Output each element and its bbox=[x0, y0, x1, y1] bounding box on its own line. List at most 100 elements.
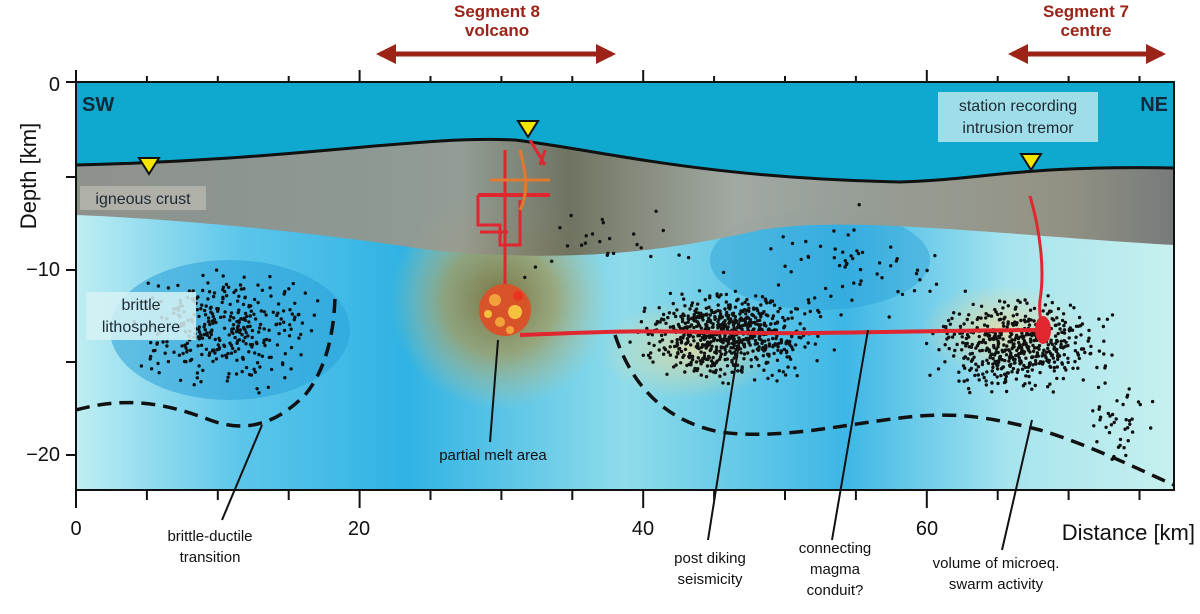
earthquake-dot bbox=[1043, 303, 1048, 307]
earthquake-dot bbox=[250, 328, 255, 333]
earthquake-dot bbox=[1110, 313, 1115, 317]
earthquake-dot bbox=[808, 309, 812, 314]
earthquake-dot bbox=[998, 354, 1003, 359]
earthquake-dot bbox=[984, 379, 988, 383]
earthquake-dot bbox=[1062, 353, 1067, 357]
earthquake-dot bbox=[736, 297, 740, 301]
earthquake-dot bbox=[1022, 341, 1026, 345]
earthquake-dot bbox=[1011, 366, 1016, 371]
earthquake-dot bbox=[727, 341, 731, 346]
earthquake-dot bbox=[784, 342, 788, 346]
earthquake-dot bbox=[672, 311, 676, 316]
earthquake-dot bbox=[856, 251, 861, 256]
earthquake-dot bbox=[1008, 335, 1012, 339]
earthquake-dot bbox=[968, 390, 972, 395]
earthquake-dot bbox=[896, 289, 900, 294]
earthquake-dot bbox=[1014, 336, 1018, 340]
earthquake-dot bbox=[156, 284, 161, 288]
earthquake-dot bbox=[1058, 327, 1062, 331]
earthquake-dot bbox=[945, 337, 949, 341]
earthquake-dot bbox=[1124, 453, 1128, 458]
earthquake-dot bbox=[692, 369, 696, 373]
earthquake-dot bbox=[996, 312, 1000, 317]
earthquake-dot bbox=[201, 273, 205, 278]
earthquake-dot bbox=[1105, 317, 1110, 321]
earthquake-dot bbox=[679, 341, 684, 345]
earthquake-dot bbox=[755, 357, 759, 361]
earthquake-dot bbox=[235, 299, 240, 303]
earthquake-dot bbox=[237, 294, 241, 298]
earthquake-dot bbox=[651, 360, 655, 364]
earthquake-dot bbox=[210, 319, 214, 323]
earthquake-dot bbox=[832, 229, 836, 233]
earthquake-dot bbox=[1063, 320, 1068, 325]
earthquake-dot bbox=[201, 368, 205, 373]
earthquake-dot bbox=[980, 362, 985, 367]
earthquake-dot bbox=[1127, 419, 1132, 423]
earthquake-dot bbox=[806, 255, 811, 259]
earthquake-dot bbox=[214, 357, 219, 361]
earthquake-dot bbox=[996, 345, 1000, 349]
earthquake-dot bbox=[993, 307, 997, 312]
earthquake-dot bbox=[1064, 340, 1068, 344]
earthquake-dot bbox=[970, 357, 975, 362]
earthquake-dot bbox=[741, 323, 745, 328]
earthquake-dot bbox=[1089, 351, 1093, 356]
earthquake-dot bbox=[658, 340, 662, 344]
earthquake-dot bbox=[252, 312, 256, 316]
earthquake-dot bbox=[1045, 359, 1049, 363]
earthquake-dot bbox=[1017, 340, 1021, 345]
earthquake-dot bbox=[1001, 321, 1005, 325]
earthquake-dot bbox=[682, 333, 686, 337]
earthquake-dot bbox=[985, 346, 989, 350]
earthquake-dot bbox=[262, 310, 267, 314]
earthquake-dot bbox=[790, 335, 794, 339]
earthquake-dot bbox=[767, 354, 771, 358]
earthquake-dot bbox=[695, 315, 700, 319]
earthquake-dot bbox=[952, 311, 956, 315]
earthquake-dot bbox=[1051, 390, 1056, 394]
earthquake-dot bbox=[843, 259, 847, 263]
earthquake-dot bbox=[1017, 335, 1021, 339]
earthquake-dot bbox=[991, 356, 995, 361]
earthquake-dot bbox=[675, 308, 679, 312]
earthquake-dot bbox=[706, 357, 710, 362]
earthquake-dot bbox=[1095, 440, 1099, 444]
earthquake-dot bbox=[1086, 339, 1090, 343]
partial-melt-label: partial melt area bbox=[439, 447, 547, 464]
brittle-label-line1: brittle bbox=[121, 297, 160, 314]
earthquake-dot bbox=[723, 372, 727, 376]
arrow-left-icon bbox=[376, 44, 396, 64]
earthquake-dot bbox=[685, 337, 690, 341]
earthquake-dot bbox=[1015, 348, 1019, 353]
earthquake-dot bbox=[733, 315, 737, 319]
earthquake-dot bbox=[875, 272, 879, 276]
earthquake-dot bbox=[754, 316, 758, 320]
earthquake-dot bbox=[747, 309, 751, 313]
earthquake-dot bbox=[584, 234, 588, 238]
earthquake-dot bbox=[936, 367, 941, 371]
earthquake-dot bbox=[247, 350, 251, 354]
earthquake-dot bbox=[979, 304, 984, 308]
earthquake-dot bbox=[289, 367, 293, 371]
earthquake-dot bbox=[698, 313, 702, 318]
earthquake-dot bbox=[974, 362, 978, 366]
earthquake-dot bbox=[225, 379, 229, 383]
earthquake-dot bbox=[267, 338, 272, 342]
earthquake-dot bbox=[758, 325, 762, 330]
earthquake-dot bbox=[985, 370, 989, 374]
earthquake-dot bbox=[998, 299, 1002, 303]
earthquake-dot bbox=[1050, 342, 1054, 346]
earthquake-dot bbox=[1041, 351, 1045, 355]
earthquake-dot bbox=[1000, 358, 1004, 362]
earthquake-dot bbox=[818, 244, 823, 248]
earthquake-dot bbox=[756, 323, 760, 327]
earthquake-dot bbox=[632, 232, 636, 236]
earthquake-dot bbox=[1028, 361, 1032, 365]
earthquake-dot bbox=[646, 353, 651, 357]
earthquake-dot bbox=[271, 310, 275, 314]
earthquake-dot bbox=[1003, 358, 1007, 363]
earthquake-dot bbox=[742, 352, 747, 356]
earthquake-dot bbox=[231, 323, 236, 327]
earthquake-dot bbox=[1052, 369, 1057, 373]
